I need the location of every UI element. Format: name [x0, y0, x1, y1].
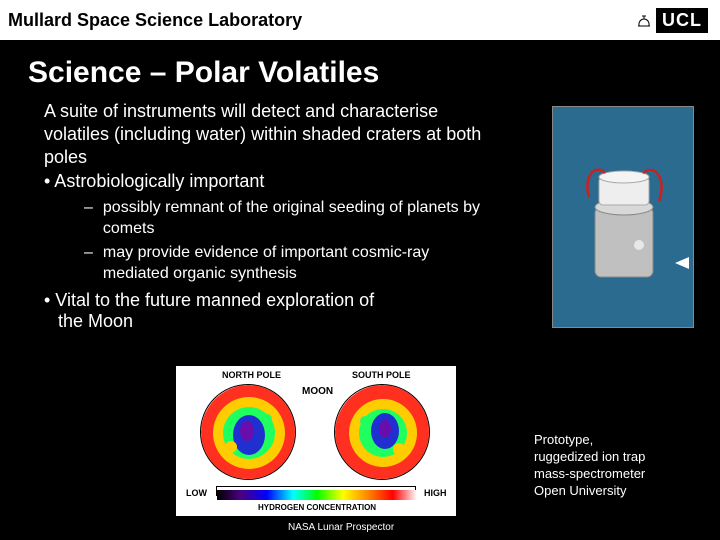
polar-figure: NORTH POLE SOUTH POLE MOON LOW HIGH	[176, 366, 456, 516]
caption-line-1: Prototype,	[534, 432, 694, 449]
intro-text: A suite of instruments will detect and c…	[44, 100, 484, 169]
sub-bullet-2-text: may provide evidence of important cosmic…	[103, 243, 484, 284]
north-pole-label: NORTH POLE	[222, 370, 281, 380]
axis-label: HYDROGEN CONCENTRATION	[258, 503, 376, 512]
sub-bullet-list: possibly remnant of the original seeding…	[84, 198, 484, 284]
figure-credit: NASA Lunar Prospector	[288, 522, 394, 536]
caption-line-4: Open University	[534, 483, 694, 500]
north-pole-map	[200, 384, 296, 480]
instrument-photo	[552, 106, 694, 328]
instrument-caption: Prototype, ruggedized ion trap mass-spec…	[534, 432, 694, 500]
sub-bullet-1-text: possibly remnant of the original seeding…	[103, 198, 484, 239]
slide-title: Science – Polar Volatiles	[0, 42, 720, 100]
sub-bullet-1: possibly remnant of the original seeding…	[84, 198, 484, 239]
south-pole-heatmap-icon	[335, 385, 430, 480]
caption-line-2: ruggedized ion trap	[534, 449, 694, 466]
lab-name: Mullard Space Science Laboratory	[8, 10, 302, 31]
spectrum-gradient-icon	[217, 490, 417, 500]
north-pole-heatmap-icon	[201, 385, 296, 480]
pointer-arrow-icon	[675, 257, 689, 269]
header-bar: Mullard Space Science Laboratory UCL	[0, 0, 720, 42]
spectrum-bar	[216, 486, 416, 496]
ion-trap-icon	[585, 167, 663, 287]
ucl-logo: UCL	[636, 8, 708, 33]
high-label: HIGH	[424, 488, 447, 498]
south-pole-label: SOUTH POLE	[352, 370, 411, 380]
south-pole-map	[334, 384, 430, 480]
sub-bullet-2: may provide evidence of important cosmic…	[84, 243, 484, 284]
caption-line-3: mass-spectrometer	[534, 466, 694, 483]
logo-text: UCL	[656, 8, 708, 33]
dome-icon	[636, 12, 652, 28]
low-label: LOW	[186, 488, 207, 498]
moon-label: MOON	[302, 386, 333, 397]
